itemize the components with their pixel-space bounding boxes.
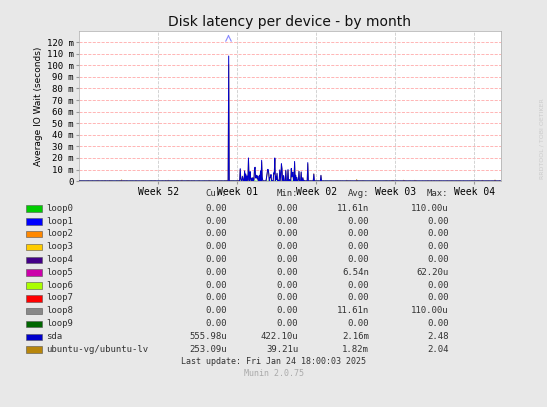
Text: 253.09u: 253.09u (189, 345, 227, 354)
Text: 0.00: 0.00 (206, 255, 227, 264)
Text: 0.00: 0.00 (206, 204, 227, 213)
Text: loop2: loop2 (46, 229, 73, 239)
Text: 0.00: 0.00 (348, 229, 369, 239)
Text: loop5: loop5 (46, 268, 73, 277)
Text: 2.04: 2.04 (427, 345, 449, 354)
Text: loop7: loop7 (46, 293, 73, 302)
Text: 0.00: 0.00 (277, 280, 298, 290)
Text: loop3: loop3 (46, 242, 73, 251)
Y-axis label: Average IO Wait (seconds): Average IO Wait (seconds) (34, 46, 43, 166)
Text: 0.00: 0.00 (277, 217, 298, 225)
Text: 0.00: 0.00 (277, 255, 298, 264)
Text: 0.00: 0.00 (427, 242, 449, 251)
Text: 11.61n: 11.61n (337, 306, 369, 315)
Text: 0.00: 0.00 (206, 242, 227, 251)
Text: 110.00u: 110.00u (411, 204, 449, 213)
Text: 0.00: 0.00 (348, 242, 369, 251)
Text: 0.00: 0.00 (277, 319, 298, 328)
Text: Max:: Max: (427, 189, 449, 198)
Text: 0.00: 0.00 (348, 255, 369, 264)
Text: loop6: loop6 (46, 280, 73, 290)
Text: 422.10u: 422.10u (260, 332, 298, 341)
Text: 0.00: 0.00 (206, 268, 227, 277)
Text: 110.00u: 110.00u (411, 306, 449, 315)
Text: sda: sda (46, 332, 62, 341)
Text: 2.16m: 2.16m (342, 332, 369, 341)
Text: 0.00: 0.00 (277, 293, 298, 302)
Text: 1.82m: 1.82m (342, 345, 369, 354)
Text: loop8: loop8 (46, 306, 73, 315)
Text: 0.00: 0.00 (427, 217, 449, 225)
Text: 0.00: 0.00 (277, 204, 298, 213)
Text: 2.48: 2.48 (427, 332, 449, 341)
Text: RRDTOOL / TOBI OETIKER: RRDTOOL / TOBI OETIKER (539, 98, 544, 179)
Text: Munin 2.0.75: Munin 2.0.75 (243, 368, 304, 378)
Text: 11.61n: 11.61n (337, 204, 369, 213)
Text: loop9: loop9 (46, 319, 73, 328)
Text: loop4: loop4 (46, 255, 73, 264)
Text: ubuntu-vg/ubuntu-lv: ubuntu-vg/ubuntu-lv (46, 345, 149, 354)
Text: Avg:: Avg: (348, 189, 369, 198)
Text: 0.00: 0.00 (427, 229, 449, 239)
Text: 0.00: 0.00 (427, 293, 449, 302)
Text: loop0: loop0 (46, 204, 73, 213)
Text: 0.00: 0.00 (206, 293, 227, 302)
Text: Min:: Min: (277, 189, 298, 198)
Text: 6.54n: 6.54n (342, 268, 369, 277)
Text: 0.00: 0.00 (277, 268, 298, 277)
Text: 39.21u: 39.21u (266, 345, 298, 354)
Text: 0.00: 0.00 (348, 293, 369, 302)
Text: Cur:: Cur: (206, 189, 227, 198)
Text: 0.00: 0.00 (348, 217, 369, 225)
Text: Last update: Fri Jan 24 18:00:03 2025: Last update: Fri Jan 24 18:00:03 2025 (181, 357, 366, 366)
Text: 0.00: 0.00 (206, 319, 227, 328)
Text: 0.00: 0.00 (206, 306, 227, 315)
Text: loop1: loop1 (46, 217, 73, 225)
Text: 0.00: 0.00 (277, 229, 298, 239)
Text: 0.00: 0.00 (427, 280, 449, 290)
Text: 555.98u: 555.98u (189, 332, 227, 341)
Text: 0.00: 0.00 (427, 319, 449, 328)
Text: 0.00: 0.00 (348, 319, 369, 328)
Text: 0.00: 0.00 (277, 306, 298, 315)
Text: 0.00: 0.00 (206, 229, 227, 239)
Text: 0.00: 0.00 (277, 242, 298, 251)
Text: 0.00: 0.00 (427, 255, 449, 264)
Text: 0.00: 0.00 (206, 217, 227, 225)
Text: 0.00: 0.00 (206, 280, 227, 290)
Text: 0.00: 0.00 (348, 280, 369, 290)
Text: 62.20u: 62.20u (416, 268, 449, 277)
Title: Disk latency per device - by month: Disk latency per device - by month (168, 15, 411, 29)
